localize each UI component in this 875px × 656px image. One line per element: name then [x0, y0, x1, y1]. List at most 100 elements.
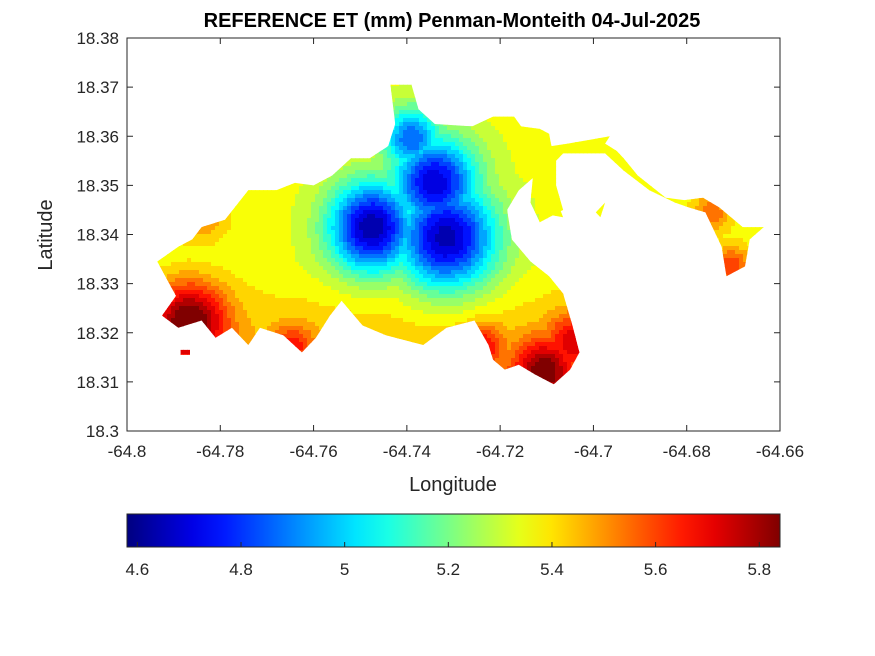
- heatmap-cell: [387, 202, 392, 207]
- heatmap-cell: [327, 210, 332, 215]
- heatmap-cell: [295, 334, 300, 339]
- heatmap-cell: [231, 218, 236, 223]
- heatmap-cell: [315, 282, 320, 287]
- heatmap-cell: [395, 274, 400, 279]
- heatmap-cell: [263, 262, 268, 267]
- heatmap-cell: [327, 282, 332, 287]
- heatmap-cell: [355, 282, 360, 287]
- heatmap-cell: [251, 326, 256, 331]
- heatmap-cell: [219, 246, 224, 251]
- heatmap-cell: [323, 310, 328, 315]
- heatmap-cell: [367, 178, 372, 183]
- heatmap-cell: [335, 190, 340, 195]
- heatmap-cell: [163, 270, 168, 275]
- heatmap-cell: [207, 250, 212, 255]
- heatmap-cell: [379, 306, 384, 311]
- heatmap-cell: [343, 214, 348, 219]
- heatmap-cell: [319, 210, 324, 215]
- heatmap-cell: [283, 234, 288, 239]
- heatmap-cell: [275, 318, 280, 323]
- heatmap-cell: [391, 102, 396, 107]
- heatmap-cell: [259, 266, 264, 271]
- heatmap-cell: [315, 218, 320, 223]
- heatmap-cell: [363, 302, 368, 307]
- heatmap-cell: [231, 258, 236, 263]
- heatmap-cell: [175, 274, 180, 279]
- heatmap-cell: [395, 222, 400, 227]
- heatmap-cell: [215, 322, 220, 327]
- heatmap-cell: [339, 266, 344, 271]
- heatmap-cell: [271, 258, 276, 263]
- heatmap-cell: [347, 286, 352, 291]
- heatmap-cell: [283, 202, 288, 207]
- heatmap-cell: [191, 262, 196, 267]
- heatmap-cell: [371, 270, 376, 275]
- heatmap-cell: [211, 258, 216, 263]
- heatmap-cell: [323, 182, 328, 187]
- heatmap-cell: [275, 218, 280, 223]
- heatmap-cell: [387, 250, 392, 255]
- heatmap-cell: [315, 258, 320, 263]
- heatmap-cell: [263, 302, 268, 307]
- heatmap-cell: [387, 222, 392, 227]
- heatmap-cell: [391, 314, 396, 319]
- heatmap-cell: [227, 254, 232, 259]
- heatmap-cell: [355, 290, 360, 295]
- heatmap-cell: [367, 250, 372, 255]
- heatmap-cell: [247, 290, 252, 295]
- heatmap-cell: [335, 230, 340, 235]
- heatmap-cell: [395, 270, 400, 275]
- heatmap-cell: [207, 258, 212, 263]
- heatmap-cell: [195, 290, 200, 295]
- heatmap-cell: [303, 302, 308, 307]
- heatmap-cell: [251, 294, 256, 299]
- heatmap-cell: [375, 278, 380, 283]
- heatmap-cell: [371, 174, 376, 179]
- heatmap-cell: [347, 306, 352, 311]
- heatmap-cell: [187, 350, 192, 355]
- heatmap-cell: [331, 278, 336, 283]
- heatmap-cell: [283, 230, 288, 235]
- heatmap-cell: [391, 282, 396, 287]
- heatmap-cell: [211, 242, 216, 247]
- heatmap-cell: [187, 290, 192, 295]
- heatmap-cell: [367, 186, 372, 191]
- heatmap-cell: [315, 330, 320, 335]
- heatmap-cell: [367, 242, 372, 247]
- heatmap-cell: [323, 194, 328, 199]
- heatmap-cell: [227, 318, 232, 323]
- heatmap-cell: [287, 194, 292, 199]
- heatmap-cell: [215, 306, 220, 311]
- heatmap-cell: [207, 306, 212, 311]
- heatmap-cell: [183, 290, 188, 295]
- heatmap-cell: [179, 314, 184, 319]
- heatmap-cell: [359, 318, 364, 323]
- heatmap-cell: [379, 226, 384, 231]
- heatmap-cell: [391, 294, 396, 299]
- heatmap-cell: [275, 198, 280, 203]
- heatmap-cell: [195, 270, 200, 275]
- heatmap-cell: [247, 222, 252, 227]
- heatmap-cell: [207, 254, 212, 259]
- heatmap-cell: [315, 266, 320, 271]
- heatmap-cell: [207, 286, 212, 291]
- heatmap-cell: [387, 194, 392, 199]
- heatmap-cell: [295, 238, 300, 243]
- heatmap-cell: [219, 250, 224, 255]
- heatmap-cell: [383, 234, 388, 239]
- heatmap-cell: [195, 306, 200, 311]
- heatmap-cell: [367, 306, 372, 311]
- heatmap-cell: [287, 338, 292, 343]
- heatmap-cell: [227, 282, 232, 287]
- heatmap-cell: [359, 266, 364, 271]
- heatmap-cell: [395, 138, 400, 143]
- heatmap-cell: [303, 310, 308, 315]
- heatmap-cell: [259, 294, 264, 299]
- heatmap-cell: [335, 250, 340, 255]
- heatmap-cell: [179, 310, 184, 315]
- heatmap-cell: [315, 234, 320, 239]
- heatmap-cell: [323, 286, 328, 291]
- heatmap-cell: [279, 298, 284, 303]
- heatmap-cell: [279, 294, 284, 299]
- heatmap-cell: [355, 214, 360, 219]
